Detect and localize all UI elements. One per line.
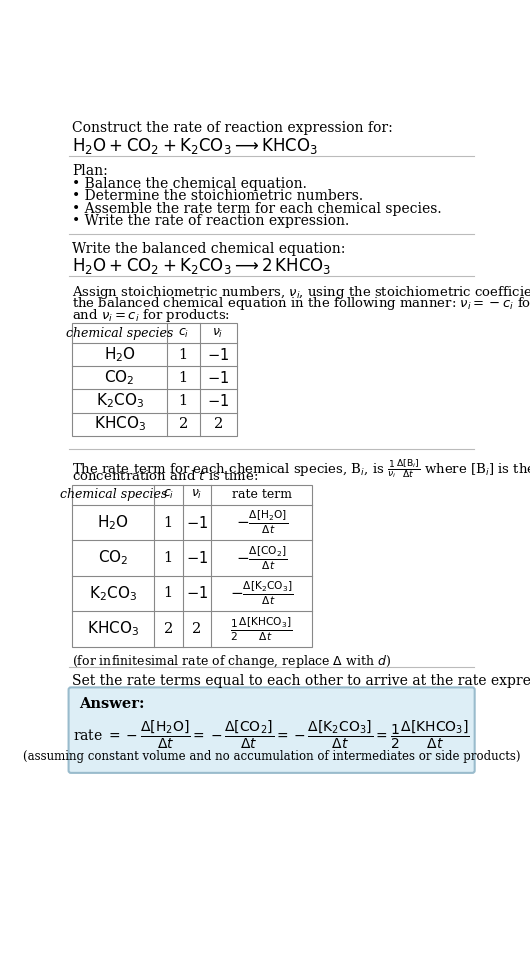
Text: $\nu_i$: $\nu_i$ — [191, 488, 202, 502]
Text: 1: 1 — [164, 586, 173, 601]
Text: 1: 1 — [164, 515, 173, 529]
Text: $-1$: $-1$ — [207, 347, 229, 363]
FancyBboxPatch shape — [68, 687, 475, 773]
Text: the balanced chemical equation in the following manner: $\nu_i = -c_i$ for react: the balanced chemical equation in the fo… — [73, 296, 530, 313]
Text: $-1$: $-1$ — [186, 550, 208, 566]
Text: Answer:: Answer: — [78, 698, 144, 711]
Text: $c_i$: $c_i$ — [163, 488, 174, 502]
Text: • Assemble the rate term for each chemical species.: • Assemble the rate term for each chemic… — [73, 202, 442, 216]
Text: 2: 2 — [214, 417, 223, 431]
Text: (for infinitesimal rate of change, replace $\Delta$ with $d$): (for infinitesimal rate of change, repla… — [73, 653, 392, 669]
Text: Assign stoichiometric numbers, $\nu_i$, using the stoichiometric coefficients, $: Assign stoichiometric numbers, $\nu_i$, … — [73, 284, 530, 301]
Text: $-\frac{\Delta[\mathrm{CO_2}]}{\Delta t}$: $-\frac{\Delta[\mathrm{CO_2}]}{\Delta t}… — [236, 544, 287, 572]
Text: $-1$: $-1$ — [186, 514, 208, 530]
Text: $-\frac{\Delta[\mathrm{H_2O}]}{\Delta t}$: $-\frac{\Delta[\mathrm{H_2O}]}{\Delta t}… — [235, 509, 288, 536]
Text: 2: 2 — [179, 417, 188, 431]
Text: Set the rate terms equal to each other to arrive at the rate expression:: Set the rate terms equal to each other t… — [73, 674, 530, 688]
Text: $\mathrm{CO_2}$: $\mathrm{CO_2}$ — [104, 368, 135, 387]
Text: $\mathrm{K_2CO_3}$: $\mathrm{K_2CO_3}$ — [89, 584, 137, 603]
Text: concentration and $t$ is time:: concentration and $t$ is time: — [73, 469, 259, 483]
Text: $-1$: $-1$ — [207, 393, 229, 409]
Text: 1: 1 — [179, 370, 188, 385]
Text: (assuming constant volume and no accumulation of intermediates or side products): (assuming constant volume and no accumul… — [23, 750, 520, 762]
Text: Plan:: Plan: — [73, 164, 108, 177]
Text: Construct the rate of reaction expression for:: Construct the rate of reaction expressio… — [73, 122, 393, 135]
Text: rate term: rate term — [232, 488, 292, 502]
Text: 2: 2 — [164, 622, 173, 636]
Text: $\mathrm{K_2CO_3}$: $\mathrm{K_2CO_3}$ — [96, 392, 144, 411]
Text: $\mathrm{H_2O}$: $\mathrm{H_2O}$ — [104, 345, 136, 365]
Text: • Balance the chemical equation.: • Balance the chemical equation. — [73, 176, 307, 191]
Text: chemical species: chemical species — [66, 326, 173, 340]
Text: $-1$: $-1$ — [186, 585, 208, 602]
Text: $\mathrm{H_2O + CO_2 + K_2CO_3 \longrightarrow KHCO_3}$: $\mathrm{H_2O + CO_2 + K_2CO_3 \longrigh… — [73, 136, 319, 156]
Text: • Determine the stoichiometric numbers.: • Determine the stoichiometric numbers. — [73, 189, 364, 203]
Text: Write the balanced chemical equation:: Write the balanced chemical equation: — [73, 241, 346, 256]
Text: $\mathrm{CO_2}$: $\mathrm{CO_2}$ — [98, 549, 128, 567]
Text: $\nu_i$: $\nu_i$ — [213, 326, 224, 340]
Text: $\mathrm{KHCO_3}$: $\mathrm{KHCO_3}$ — [87, 619, 139, 638]
Text: • Write the rate of reaction expression.: • Write the rate of reaction expression. — [73, 214, 350, 227]
Text: 1: 1 — [164, 551, 173, 565]
Text: 2: 2 — [192, 622, 201, 636]
Text: $\mathrm{H_2O}$: $\mathrm{H_2O}$ — [97, 514, 129, 532]
Text: $-1$: $-1$ — [207, 369, 229, 386]
Text: $\mathrm{KHCO_3}$: $\mathrm{KHCO_3}$ — [94, 415, 146, 433]
Text: 1: 1 — [179, 348, 188, 362]
Text: 1: 1 — [179, 394, 188, 408]
Text: chemical species: chemical species — [59, 488, 167, 502]
Bar — [73, 323, 237, 435]
Text: $\frac{1}{2}\frac{\Delta[\mathrm{KHCO_3}]}{\Delta t}$: $\frac{1}{2}\frac{\Delta[\mathrm{KHCO_3}… — [231, 615, 293, 643]
Text: $-\frac{\Delta[\mathrm{K_2CO_3}]}{\Delta t}$: $-\frac{\Delta[\mathrm{K_2CO_3}]}{\Delta… — [229, 579, 294, 608]
Text: rate $= -\dfrac{\Delta[\mathrm{H_2O}]}{\Delta t} = -\dfrac{\Delta[\mathrm{CO_2}]: rate $= -\dfrac{\Delta[\mathrm{H_2O}]}{\… — [73, 718, 470, 751]
Text: The rate term for each chemical species, B$_i$, is $\frac{1}{\nu_i}\frac{\Delta[: The rate term for each chemical species,… — [73, 457, 530, 480]
Text: and $\nu_i = c_i$ for products:: and $\nu_i = c_i$ for products: — [73, 307, 231, 324]
Text: $c_i$: $c_i$ — [178, 326, 189, 340]
Bar — [73, 485, 312, 647]
Text: $\mathrm{H_2O + CO_2 + K_2CO_3 \longrightarrow 2\,KHCO_3}$: $\mathrm{H_2O + CO_2 + K_2CO_3 \longrigh… — [73, 256, 332, 276]
